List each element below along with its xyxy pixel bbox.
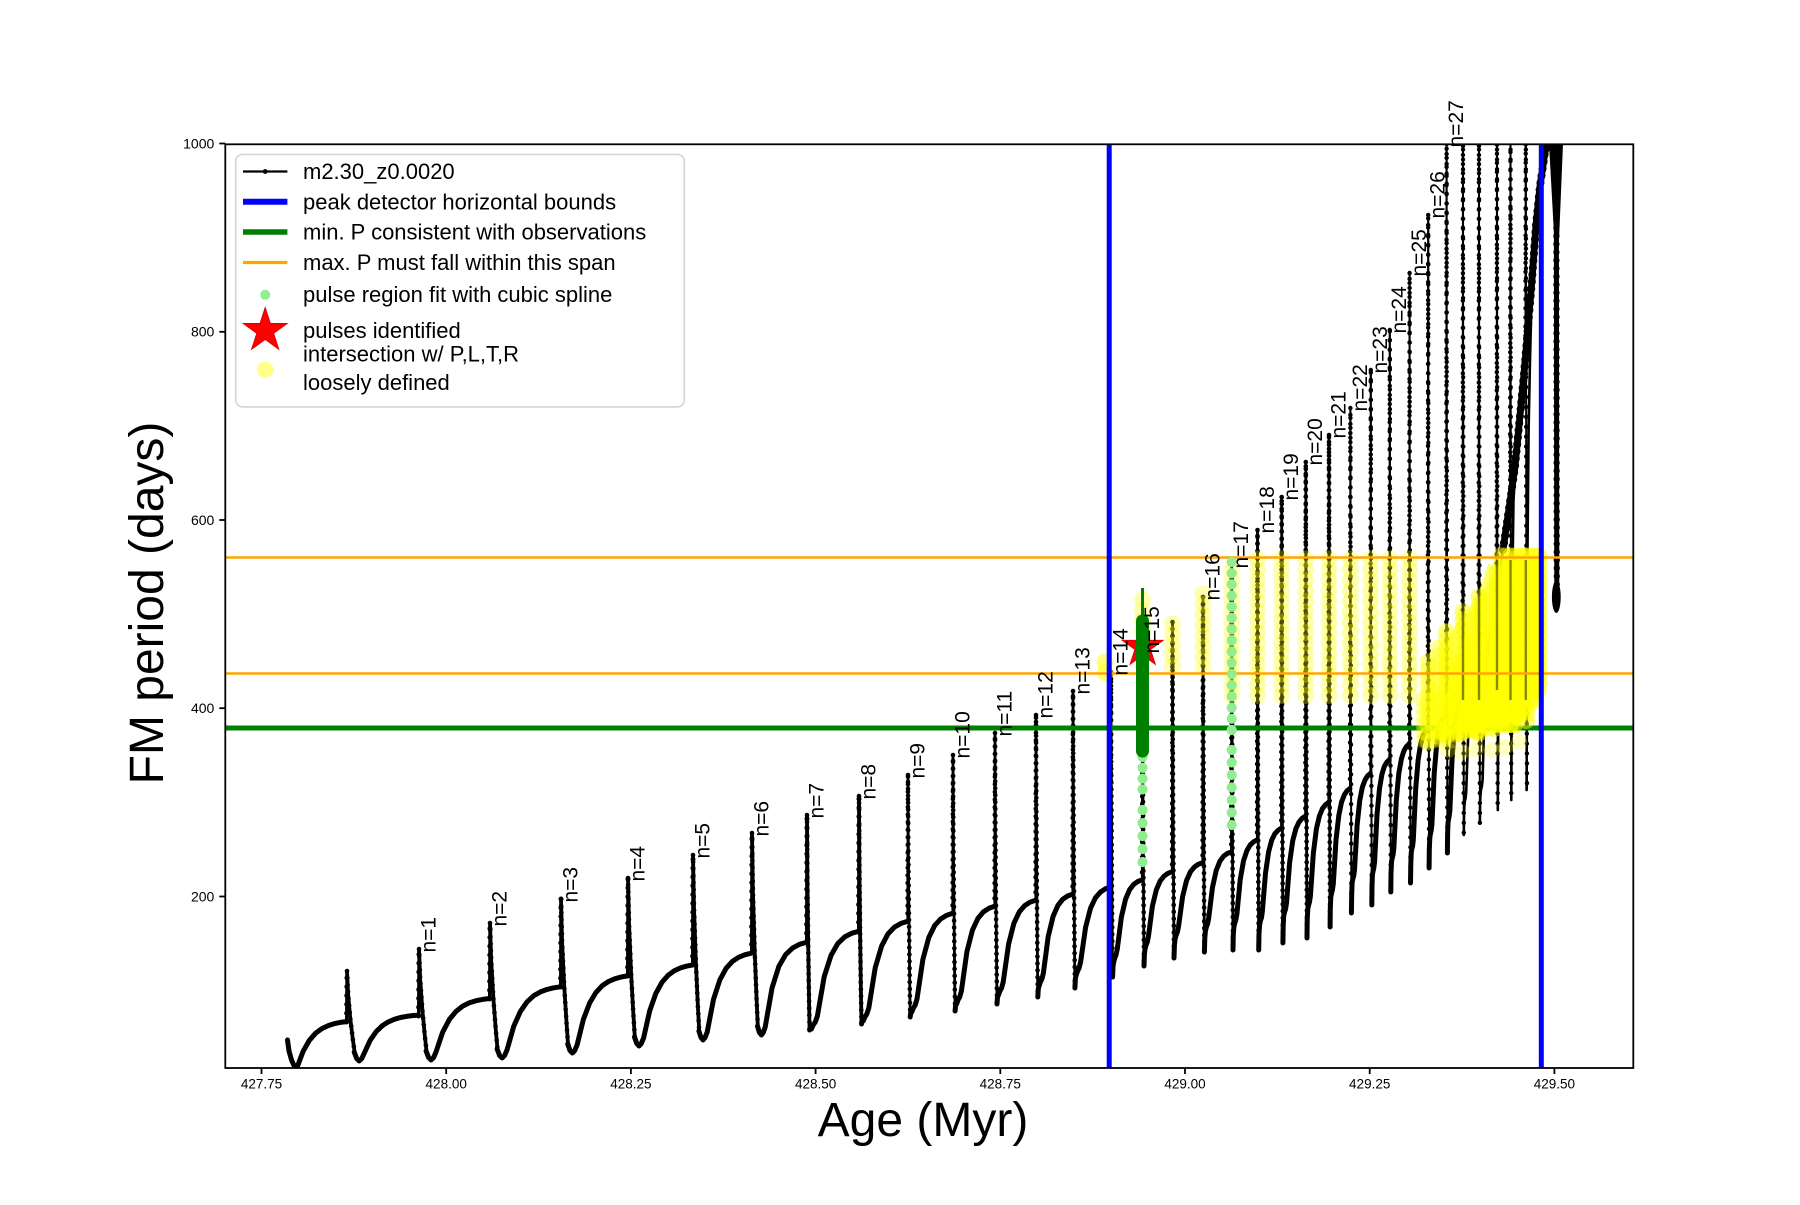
svg-text:429.25: 429.25 <box>1349 1077 1390 1092</box>
svg-text:n=27: n=27 <box>1445 100 1468 147</box>
svg-text:n=5: n=5 <box>691 823 714 859</box>
svg-text:n=7: n=7 <box>805 783 828 819</box>
svg-text:n=13: n=13 <box>1071 647 1094 694</box>
svg-text:pulses identified: pulses identified <box>303 318 461 343</box>
svg-text:n=15: n=15 <box>1141 606 1164 653</box>
svg-text:max. P must fall within this s: max. P must fall within this span <box>303 250 616 275</box>
svg-text:600: 600 <box>191 512 215 528</box>
svg-text:n=11: n=11 <box>993 691 1016 737</box>
svg-text:min. P consistent with observa: min. P consistent with observations <box>303 220 646 245</box>
svg-text:pulse region fit with cubic sp: pulse region fit with cubic spline <box>303 282 612 307</box>
svg-text:n=17: n=17 <box>1230 521 1253 568</box>
svg-text:n=22: n=22 <box>1349 364 1372 411</box>
svg-text:n=21: n=21 <box>1327 391 1350 438</box>
svg-text:peak detector horizontal bound: peak detector horizontal bounds <box>303 190 616 215</box>
svg-text:n=19: n=19 <box>1280 453 1303 500</box>
svg-text:n=23: n=23 <box>1369 326 1392 373</box>
svg-text:n=6: n=6 <box>750 801 773 837</box>
svg-text:n=8: n=8 <box>857 764 880 800</box>
svg-text:n=16: n=16 <box>1201 553 1224 600</box>
svg-text:n=12: n=12 <box>1034 671 1057 718</box>
svg-text:n=18: n=18 <box>1256 486 1279 533</box>
svg-text:Age (Myr): Age (Myr) <box>818 1094 1029 1147</box>
svg-text:loosely defined: loosely defined <box>303 370 450 395</box>
svg-text:1000: 1000 <box>183 135 214 151</box>
svg-text:n=14: n=14 <box>1109 628 1132 676</box>
svg-text:n=25: n=25 <box>1408 229 1431 276</box>
svg-text:m2.30_z0.0020: m2.30_z0.0020 <box>303 159 455 184</box>
svg-text:n=1: n=1 <box>417 917 440 953</box>
svg-text:n=24: n=24 <box>1388 286 1411 334</box>
svg-text:n=3: n=3 <box>559 867 582 903</box>
svg-text:800: 800 <box>191 324 215 340</box>
svg-text:428.50: 428.50 <box>795 1077 836 1092</box>
svg-text:429.00: 429.00 <box>1164 1077 1205 1092</box>
svg-text:n=20: n=20 <box>1304 418 1327 465</box>
svg-text:428.75: 428.75 <box>980 1077 1021 1092</box>
svg-text:428.00: 428.00 <box>426 1077 467 1092</box>
svg-text:200: 200 <box>191 888 215 904</box>
svg-text:400: 400 <box>191 700 215 716</box>
svg-text:intersection w/ P,L,T,R: intersection w/ P,L,T,R <box>303 342 519 367</box>
svg-text:428.25: 428.25 <box>610 1077 651 1092</box>
svg-text:n=9: n=9 <box>906 743 929 779</box>
svg-text:n=10: n=10 <box>951 711 974 758</box>
svg-text:FM period (days): FM period (days) <box>121 422 174 785</box>
svg-text:429.50: 429.50 <box>1534 1077 1575 1092</box>
svg-text:n=2: n=2 <box>488 891 511 927</box>
svg-text:427.75: 427.75 <box>241 1077 282 1092</box>
svg-text:n=26: n=26 <box>1427 171 1450 218</box>
svg-text:n=4: n=4 <box>626 846 649 882</box>
